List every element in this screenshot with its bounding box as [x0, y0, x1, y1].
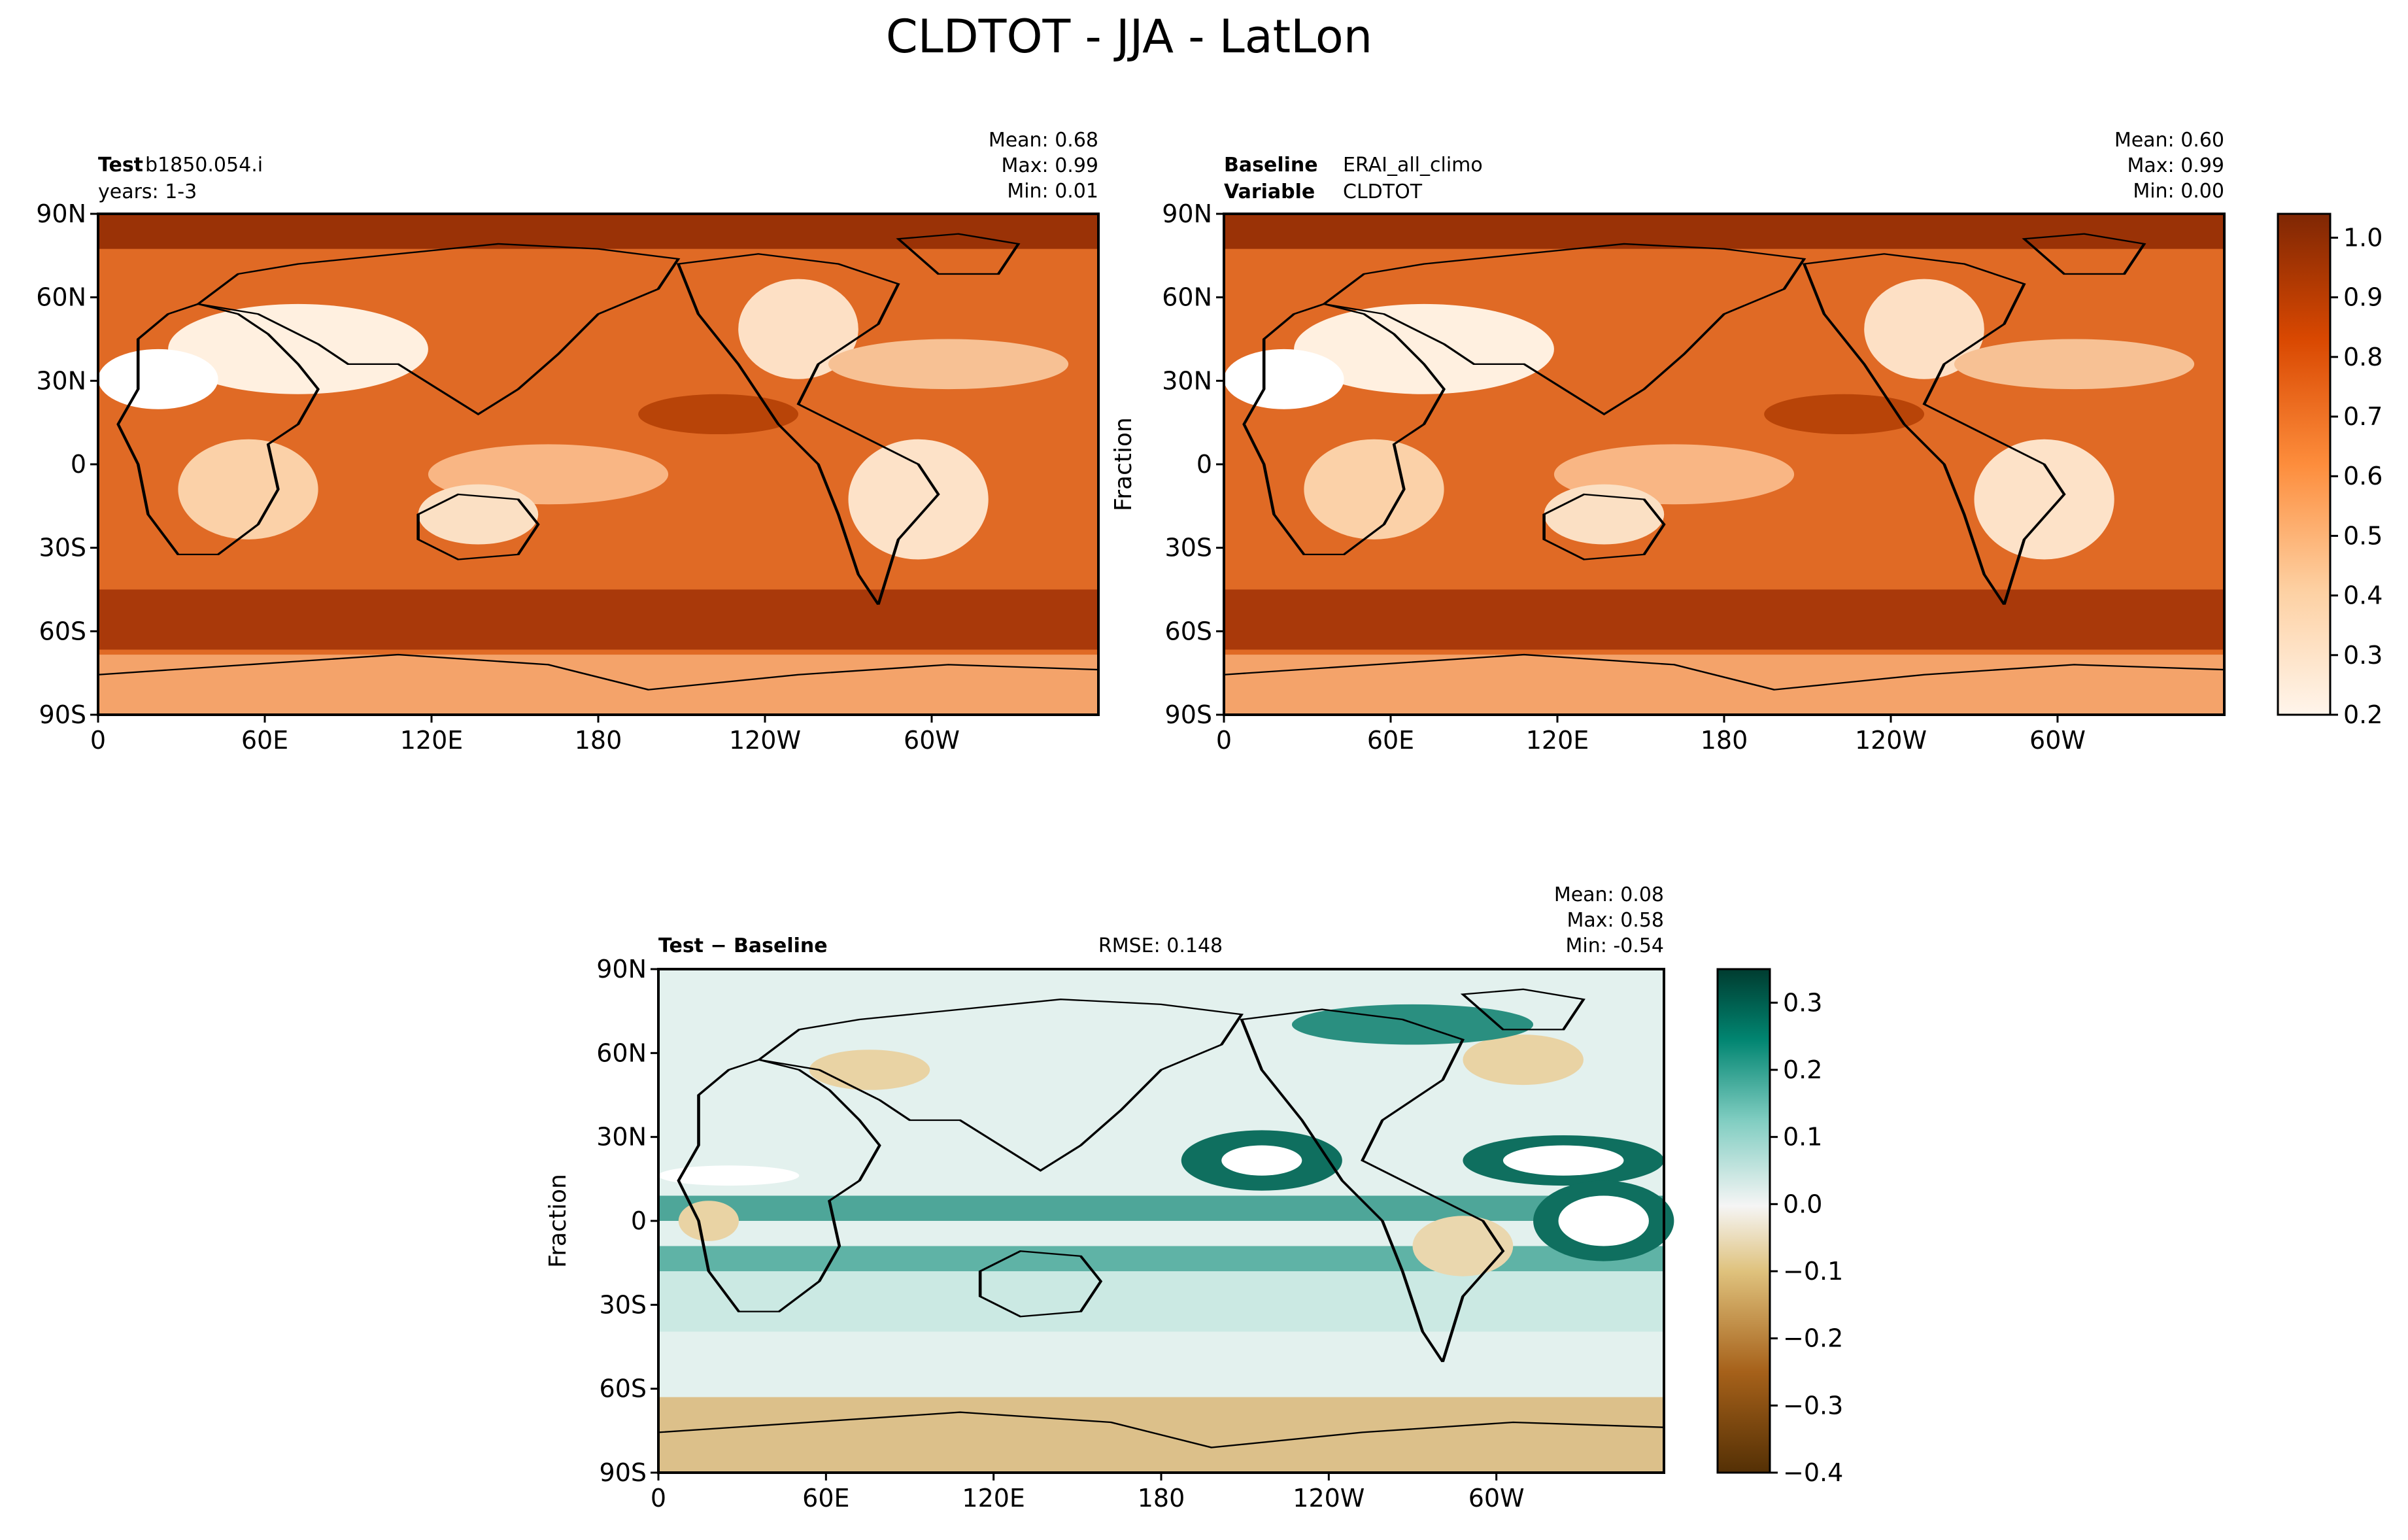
- y-tick-label: 90S: [39, 700, 86, 729]
- x-tick-label: 60W: [904, 726, 960, 755]
- difference-heatmap: [658, 969, 1674, 1473]
- test-years: years: 1-3: [98, 180, 197, 203]
- baseline-panel: Baseline ERAI_all_climo Variable CLDTOT …: [1110, 129, 2224, 755]
- y-tick-label: 30S: [600, 1290, 647, 1319]
- orange-colorbar: 1.0 0.9 0.8 0.7 0.6 0.5 0.4 0.3 0.2: [2277, 213, 2383, 729]
- baseline-mean: Mean: 0.60: [2114, 129, 2224, 152]
- x-tick-label: 60E: [802, 1484, 849, 1513]
- baseline-field-shading: [1224, 214, 2224, 715]
- difference-field-shading: [658, 969, 1674, 1473]
- test-min: Min: 0.01: [1007, 180, 1098, 203]
- difference-y-axis-label: Fraction: [545, 1174, 571, 1268]
- baseline-max: Max: 0.99: [2128, 154, 2224, 177]
- colorbar-tick-label: −0.2: [1783, 1324, 1843, 1353]
- y-tick-label: 30N: [596, 1123, 647, 1152]
- x-tick-label: 180: [1138, 1484, 1185, 1513]
- x-tick-label: 120E: [400, 726, 464, 755]
- x-tick-label: 60E: [1367, 726, 1414, 755]
- orange-colorbar-ramp: [2277, 213, 2332, 716]
- baseline-min: Min: 0.00: [2133, 180, 2224, 203]
- x-tick-label: 0: [1216, 726, 1232, 755]
- baseline-y-axis-label: Fraction: [1110, 417, 1137, 511]
- x-tick-label: 120W: [1855, 726, 1927, 755]
- test-y-ticks: 90N 60N 30N 0 30S 60S 90S: [36, 199, 98, 729]
- baseline-y-ticks: 90N 60N 30N 0 30S 60S 90S: [1162, 199, 1224, 729]
- y-tick-label: 60S: [1165, 617, 1212, 645]
- x-tick-label: 120W: [729, 726, 801, 755]
- difference-x-ticks: 0 60E 120E 180 120W 60W: [651, 1473, 1525, 1513]
- y-tick-label: 0: [631, 1206, 647, 1235]
- test-label-bold: Test: [98, 154, 143, 177]
- y-tick-label: 60N: [36, 283, 86, 312]
- colorbar-tick-label: 1.0: [2343, 223, 2383, 252]
- colorbar-tick-label: 0.3: [1783, 988, 1822, 1017]
- colorbar-tick-label: 0.0: [1783, 1189, 1822, 1218]
- x-tick-label: 120W: [1293, 1484, 1365, 1513]
- difference-panel: Test − Baseline RMSE: 0.148 Mean: 0.08 M…: [545, 883, 1674, 1513]
- y-tick-label: 30S: [1165, 534, 1212, 562]
- x-tick-label: 120E: [962, 1484, 1025, 1513]
- y-tick-label: 90N: [1162, 199, 1212, 228]
- colorbar-tick-label: 0.9: [2343, 283, 2383, 312]
- difference-y-ticks: 90N 60N 30N 0 30S 60S 90S: [596, 955, 658, 1487]
- y-tick-label: 90N: [596, 955, 647, 984]
- x-tick-label: 0: [90, 726, 106, 755]
- x-tick-label: 0: [651, 1484, 666, 1513]
- colorbar-tick-label: 0.5: [2343, 521, 2383, 550]
- difference-mean: Mean: 0.08: [1554, 883, 1664, 906]
- colorbar-tick-label: −0.1: [1783, 1257, 1843, 1286]
- test-x-ticks: 0 60E 120E 180 120W 60W: [90, 715, 960, 755]
- y-tick-label: 90N: [36, 199, 86, 228]
- baseline-label-text: ERAI_all_climo: [1343, 154, 1483, 177]
- x-tick-label: 180: [575, 726, 622, 755]
- test-max: Max: 0.99: [1002, 154, 1098, 177]
- y-tick-label: 60N: [1162, 283, 1212, 312]
- diverging-colorbar: 0.3 0.2 0.1 0.0 −0.1 −0.2 −0.3 −0.4: [1716, 968, 1843, 1487]
- y-tick-label: 30N: [36, 366, 86, 395]
- y-tick-label: 0: [71, 450, 86, 479]
- test-mean: Mean: 0.68: [989, 129, 1098, 152]
- figure-title: CLDTOT - JJA - LatLon: [886, 10, 1372, 63]
- variable-label-bold: Variable: [1224, 180, 1315, 203]
- x-tick-label: 60E: [241, 726, 288, 755]
- difference-max: Max: 0.58: [1567, 909, 1664, 932]
- y-tick-label: 60S: [600, 1375, 647, 1403]
- difference-label: Test − Baseline: [658, 934, 828, 957]
- baseline-heatmap: [1224, 214, 2224, 715]
- x-tick-label: 120E: [1526, 726, 1589, 755]
- diverging-colorbar-ticks: 0.3 0.2 0.1 0.0 −0.1 −0.2 −0.3 −0.4: [1770, 988, 1843, 1487]
- colorbar-tick-label: 0.6: [2343, 462, 2383, 490]
- y-tick-label: 60N: [596, 1038, 647, 1067]
- orange-colorbar-ticks: 1.0 0.9 0.8 0.7 0.6 0.5 0.4 0.3 0.2: [2330, 223, 2383, 729]
- y-tick-label: 60S: [39, 617, 86, 645]
- colorbar-tick-label: 0.7: [2343, 402, 2383, 431]
- y-tick-label: 90S: [600, 1458, 647, 1487]
- colorbar-tick-label: 0.1: [1783, 1123, 1822, 1152]
- colorbar-tick-label: 0.2: [1783, 1055, 1822, 1084]
- colorbar-tick-label: −0.4: [1783, 1458, 1843, 1487]
- test-heatmap: [98, 214, 1098, 715]
- colorbar-tick-label: 0.2: [2343, 700, 2383, 729]
- y-tick-label: 30N: [1162, 366, 1212, 395]
- x-tick-label: 180: [1701, 726, 1748, 755]
- test-field-shading: [98, 214, 1098, 715]
- x-tick-label: 60W: [2029, 726, 2086, 755]
- variable-label-text: CLDTOT: [1343, 180, 1423, 203]
- y-tick-label: 0: [1196, 450, 1212, 479]
- x-tick-label: 60W: [1468, 1484, 1525, 1513]
- diverging-colorbar-ramp: [1716, 968, 1771, 1474]
- test-label-text: b1850.054.i: [145, 154, 263, 177]
- baseline-label-bold: Baseline: [1224, 154, 1318, 177]
- y-tick-label: 30S: [39, 534, 86, 562]
- difference-min: Min: -0.54: [1566, 934, 1665, 957]
- colorbar-tick-label: −0.3: [1783, 1391, 1843, 1420]
- difference-rmse: RMSE: 0.148: [1098, 934, 1223, 957]
- test-panel: Test b1850.054.i years: 1-3 Mean: 0.68 M…: [36, 129, 1098, 755]
- colorbar-tick-label: 0.4: [2343, 581, 2383, 610]
- y-tick-label: 90S: [1165, 700, 1212, 729]
- colorbar-tick-label: 0.3: [2343, 641, 2383, 670]
- baseline-x-ticks: 0 60E 120E 180 120W 60W: [1216, 715, 2086, 755]
- colorbar-tick-label: 0.8: [2343, 343, 2383, 371]
